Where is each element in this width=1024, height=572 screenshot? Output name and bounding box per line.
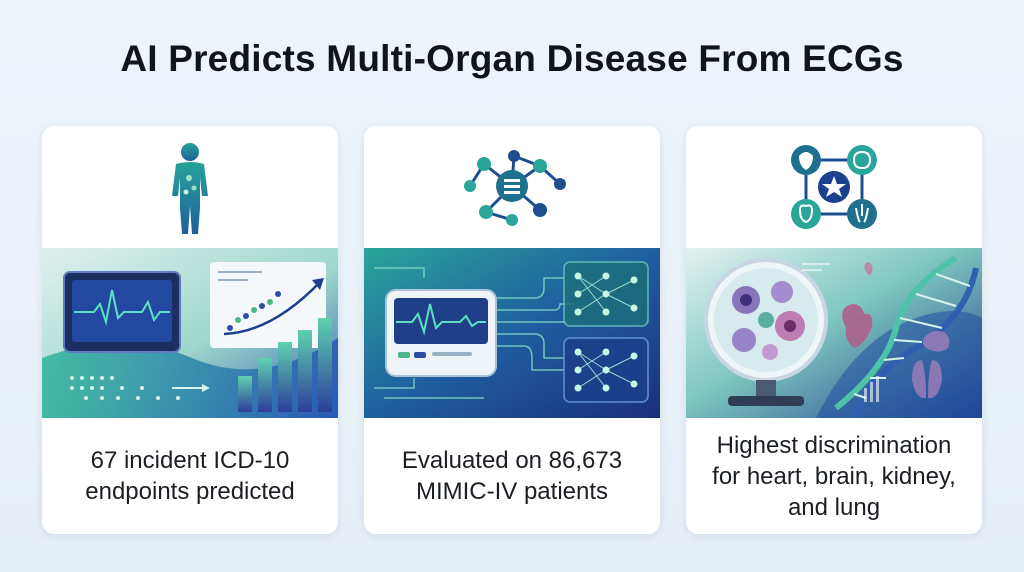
card-caption: Evaluated on 86,673 MIMIC-IV patients	[401, 447, 623, 505]
human-body-icon	[42, 126, 338, 248]
neural-network-icon	[364, 126, 660, 248]
ecg-monitor-growth-illustration	[42, 248, 338, 418]
card-mimic-patients: Evaluated on 86,673 MIMIC-IV patients	[364, 126, 660, 534]
microscope-dna-illustration	[686, 248, 982, 418]
multi-organ-network-icon	[686, 126, 982, 248]
card-organ-discrimination: Highest discrimination for heart, brain,…	[686, 126, 982, 534]
page-title: AI Predicts Multi-Organ Disease From ECG…	[120, 38, 904, 79]
card-icd10-endpoints: 67 incident ICD-10 endpoints predicted	[42, 126, 338, 534]
ecg-device-network-illustration	[364, 248, 660, 418]
card-caption: Highest discrimination for heart, brain,…	[712, 431, 956, 521]
card-caption: 67 incident ICD-10 endpoints predicted	[85, 447, 295, 505]
